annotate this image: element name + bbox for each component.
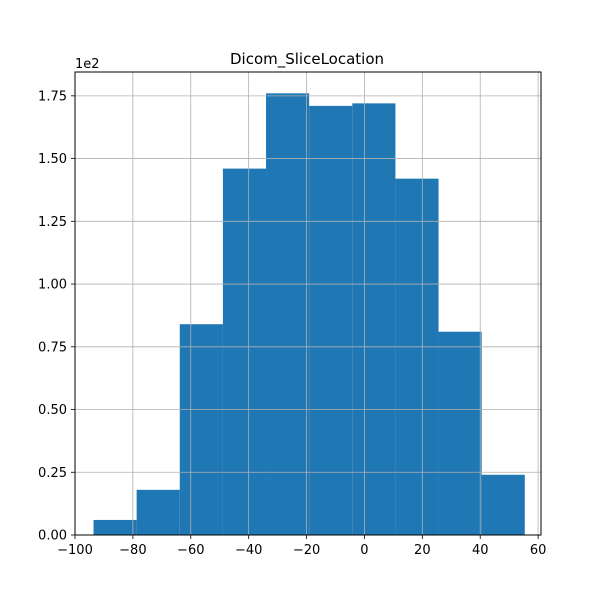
x-tick-label-6: 20: [414, 543, 431, 558]
y-tick-label-4: 1.00: [38, 278, 67, 293]
grid-lines: [74, 72, 541, 536]
x-tick-label-2: −60: [177, 543, 204, 558]
histogram-bar-6: [352, 103, 396, 535]
histogram-bar-1: [136, 489, 180, 535]
histogram-bar-9: [481, 474, 525, 535]
histogram-bar-3: [222, 168, 267, 535]
y-tick-label-3: 0.75: [38, 340, 67, 355]
y-offset-label: 1e2: [75, 57, 100, 72]
histogram-bar-4: [266, 93, 310, 535]
histogram-bar-5: [309, 105, 353, 535]
plot-frame: [74, 71, 542, 536]
x-axis: −100 −80 −60 −40 −20 0 20 40 60: [57, 535, 546, 558]
x-tick-label-5: 0: [360, 543, 368, 558]
histogram-bar-8: [438, 331, 482, 535]
y-tick-label-1: 0.25: [38, 466, 67, 481]
histogram-bar-2: [179, 324, 223, 535]
x-tick-label-1: −80: [119, 543, 146, 558]
y-tick-label-5: 1.25: [38, 215, 67, 230]
histogram-bars: [93, 93, 525, 535]
x-tick-label-0: −100: [57, 543, 93, 558]
x-tick-label-4: −20: [293, 543, 320, 558]
y-tick-label-2: 0.50: [38, 403, 67, 418]
x-tick-label-7: 40: [472, 543, 489, 558]
histogram-bar-0: [93, 519, 137, 535]
x-tick-label-8: 60: [530, 543, 547, 558]
x-tick-label-3: −40: [235, 543, 262, 558]
y-axis: 0.00 0.25 0.50 0.75 1.00 1.25 1.50 1.75: [38, 89, 75, 544]
y-tick-label-7: 1.75: [38, 89, 67, 104]
y-tick-label-0: 0.00: [38, 529, 67, 544]
y-tick-label-6: 1.50: [38, 152, 67, 167]
histogram-bar-7: [395, 178, 439, 535]
chart-title: Dicom_SliceLocation: [230, 50, 384, 69]
